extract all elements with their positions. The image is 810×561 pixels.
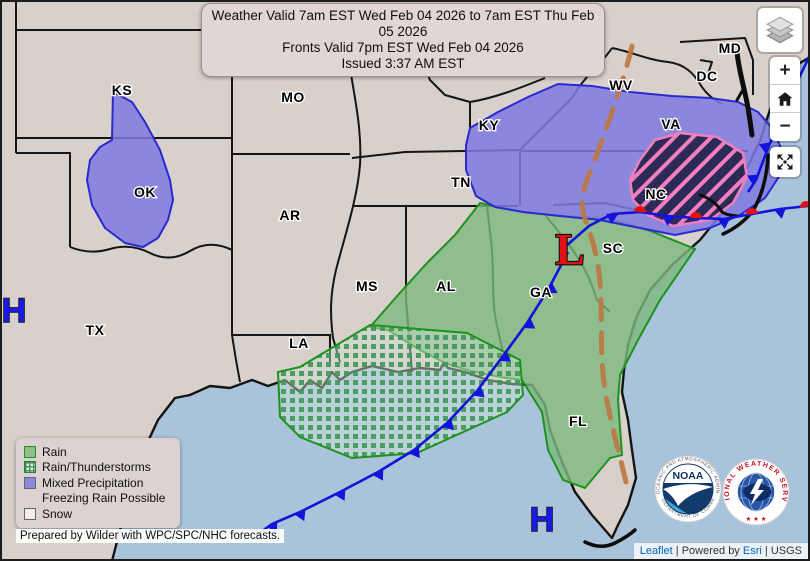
state-label-ky: KY <box>479 117 500 133</box>
mixed-precip-area-plains <box>85 90 175 249</box>
attribution-separator: | <box>675 545 679 557</box>
legend-item-rain: Rain <box>24 444 172 460</box>
leaflet-link[interactable]: Leaflet <box>639 545 673 557</box>
zoom-control: + − <box>770 57 800 141</box>
fronts-valid-line: Fronts Valid 7pm EST Wed Feb 04 2026 <box>282 40 524 55</box>
fullscreen-icon <box>777 154 793 170</box>
layers-control[interactable] <box>758 8 802 52</box>
fullscreen-button[interactable] <box>770 147 800 177</box>
state-label-mo: MO <box>281 89 305 105</box>
nws-logo: NATIONAL WEATHER SERVICE ★ ★ ★ <box>722 458 790 526</box>
legend-item-freezing-rain: Freezing Rain Possible <box>24 491 172 507</box>
state-label-ks: KS <box>112 82 132 98</box>
high-pressure-symbol: H <box>2 292 27 330</box>
mixed-precipitation-swatch <box>24 476 36 489</box>
state-label-la: LA <box>289 335 309 351</box>
noaa-logo: NATIONAL OCEANIC AND ATMOSPHERIC ADMINIS… <box>654 455 722 523</box>
legend-item-snow: Snow <box>24 506 172 522</box>
esri-link[interactable]: Esri <box>742 545 762 557</box>
legend: Rain Rain/Thunderstorms Mixed Precipitat… <box>16 438 180 528</box>
state-label-al: AL <box>436 278 456 294</box>
state-label-ga: GA <box>530 284 552 300</box>
state-label-dc: DC <box>696 68 717 84</box>
prepared-by-credit: Prepared by Wilder with WPC/SPC/NHC fore… <box>16 529 285 543</box>
home-icon <box>777 91 793 106</box>
freezing-rain-swatch <box>24 492 36 504</box>
state-label-md: MD <box>719 40 742 56</box>
cold-front <box>257 251 570 536</box>
state-label-ar: AR <box>279 207 300 223</box>
high-pressure-symbol: H <box>530 501 555 539</box>
trough-line <box>579 43 635 485</box>
legend-label: Rain <box>42 444 67 459</box>
state-label-nc: NC <box>645 186 666 202</box>
state-label-tx: TX <box>86 322 105 338</box>
home-button[interactable] <box>770 85 800 113</box>
rain-swatch <box>24 445 36 458</box>
issued-line: Issued 3:37 AM EST <box>341 56 465 71</box>
state-label-ms: MS <box>356 278 378 294</box>
powered-by-text: Powered by <box>681 545 740 557</box>
layers-icon <box>766 16 794 44</box>
map-attribution: Leaflet | Powered by Esri | USGS <box>633 543 808 559</box>
svg-text:NOAA: NOAA <box>673 470 704 482</box>
state-label-sc: SC <box>603 240 623 256</box>
rain-thunderstorms-swatch <box>24 461 36 474</box>
pressure-symbols: H H L <box>1 224 586 540</box>
svg-text:★ ★ ★: ★ ★ ★ <box>745 515 766 523</box>
snow-swatch <box>24 507 36 520</box>
low-pressure-symbol: L <box>555 225 584 274</box>
legend-label: Snow <box>42 506 73 521</box>
legend-label: Freezing Rain Possible <box>42 491 166 506</box>
state-label-wv: WV <box>609 77 633 93</box>
state-label-tn: TN <box>451 174 471 190</box>
state-label-fl: FL <box>569 413 587 429</box>
zoom-in-button[interactable]: + <box>770 57 800 85</box>
legend-label: Mixed Precipitation <box>42 475 144 490</box>
legend-label: Rain/Thunderstorms <box>42 460 151 475</box>
legend-item-rain-thunderstorms: Rain/Thunderstorms <box>24 460 172 476</box>
state-label-va: VA <box>661 116 680 132</box>
weather-valid-line: Weather Valid 7am EST Wed Feb 04 2026 to… <box>211 8 595 39</box>
validity-header: Weather Valid 7am EST Wed Feb 04 2026 to… <box>201 3 605 77</box>
zoom-out-button[interactable]: − <box>779 116 791 137</box>
state-label-ok: OK <box>134 184 156 200</box>
usgs-text: USGS <box>770 545 802 557</box>
legend-item-mixed-precipitation: Mixed Precipitation <box>24 475 172 491</box>
attribution-separator: | <box>764 545 768 557</box>
